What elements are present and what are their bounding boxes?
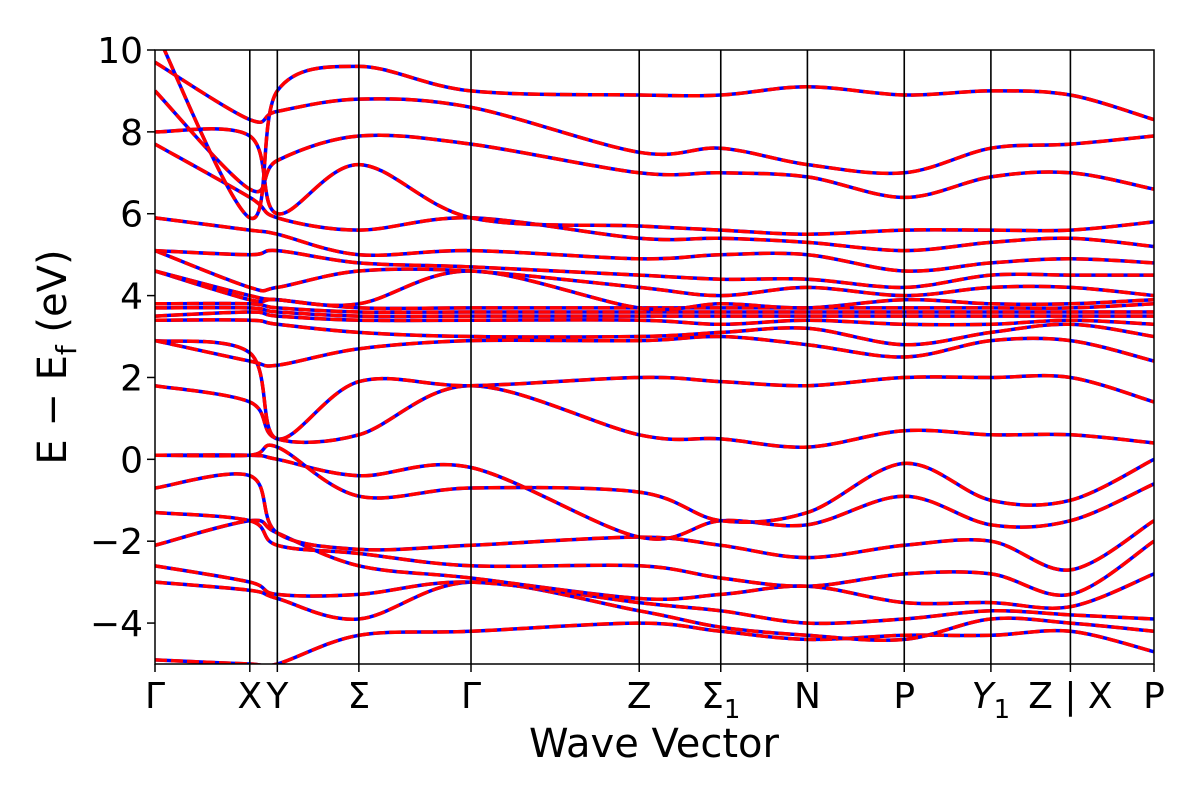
x-tick-label: N — [794, 676, 821, 717]
x-axis-ticks: Γ X Y Σ Γ Z Σ1 N P Y1 Z | X P — [145, 664, 1165, 725]
band-line-3-series-2 — [155, 564, 1154, 626]
y-tick-label: 2 — [120, 358, 143, 399]
band-line-6-series-1 — [155, 472, 1154, 572]
x-tick-label: Z — [627, 676, 652, 717]
band-line-21-series-2 — [155, 142, 1154, 253]
x-tick-label: Γ — [461, 676, 481, 717]
x-tick-label: X — [237, 676, 262, 717]
x-tick-label: Γ — [145, 676, 165, 717]
band-line-10-series-2 — [155, 338, 1154, 441]
band-line-6-series-2 — [155, 472, 1154, 572]
band-line-22-series-2 — [155, 127, 1154, 236]
high-symmetry-lines — [249, 50, 1072, 664]
y-tick-label: 4 — [120, 277, 143, 318]
band-line-22-series-1 — [155, 127, 1154, 236]
x-tick-label: P — [1143, 676, 1165, 717]
x-axis-title: Wave Vector — [529, 721, 780, 767]
band-line-11-series-2 — [155, 334, 1154, 368]
y-tick-label: −4 — [90, 604, 143, 645]
y-axis-title-unit: (eV) — [30, 249, 76, 345]
band-line-8-series-2 — [155, 443, 1154, 524]
y-axis-title: E − Ef (eV) — [30, 249, 83, 464]
x-tick-label: Z | X — [1028, 676, 1112, 717]
band-line-25-series-2 — [162, 50, 1154, 220]
band-line-25-series-1 — [162, 50, 1154, 220]
x-tick-label: Σ1 — [701, 676, 740, 725]
band-line-9-series-1 — [155, 383, 1154, 449]
x-tick-label: Y — [265, 676, 289, 717]
y-axis-title-subscript: f — [50, 344, 83, 355]
band-line-1-series-1 — [155, 621, 1154, 664]
band-line-24-series-1 — [155, 60, 1154, 176]
y-axis-title-main: E − E — [30, 355, 76, 465]
plot-frame — [154, 49, 1155, 665]
band-line-24-series-2 — [155, 60, 1154, 176]
band-line-10-series-1 — [155, 338, 1154, 441]
band-line-1-series-2 — [155, 621, 1154, 664]
y-tick-label: −2 — [90, 522, 143, 563]
x-tick-label: Σ — [348, 676, 371, 717]
y-tick-label: 10 — [97, 31, 143, 72]
y-axis-ticks: −4 −2 0 2 4 6 8 10 — [90, 31, 155, 645]
band-line-23-series-2 — [155, 89, 1154, 200]
x-tick-label: P — [893, 676, 915, 717]
band-line-8-series-1 — [155, 443, 1154, 524]
y-tick-label: 0 — [120, 440, 143, 481]
x-tick-label: Y1 — [972, 676, 1011, 725]
band-lines — [155, 50, 1154, 664]
y-tick-label: 8 — [120, 113, 143, 154]
y-tick-label: 6 — [120, 195, 143, 236]
